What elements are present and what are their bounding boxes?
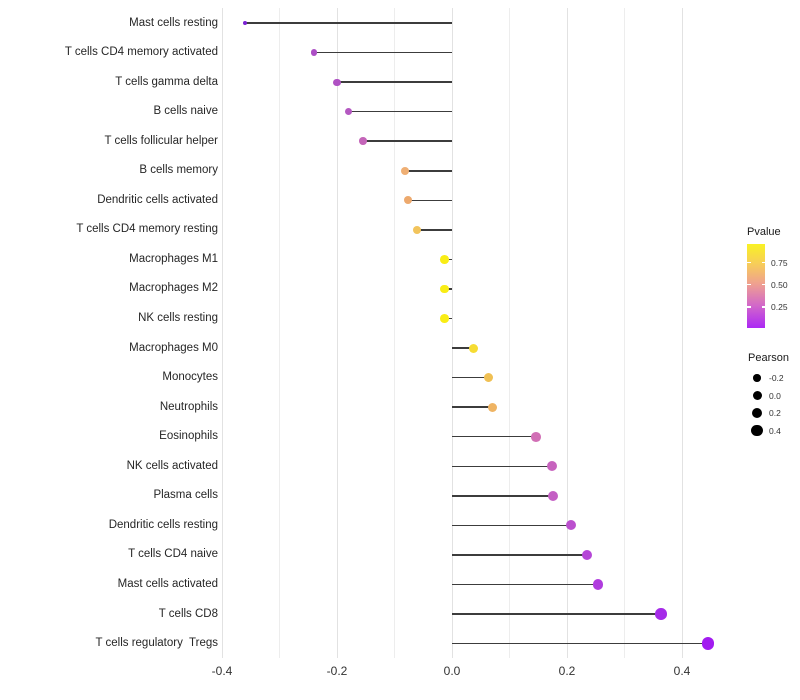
x-tick-label: -0.2 xyxy=(326,664,348,678)
data-point-dot xyxy=(581,549,593,561)
data-point-dot xyxy=(440,255,449,264)
category-label: B cells memory xyxy=(139,164,218,177)
category-label: Neutrophils xyxy=(159,400,218,413)
pvalue-legend-title: Pvalue xyxy=(747,226,781,238)
lollipop-stem xyxy=(452,406,493,408)
colorbar-tick xyxy=(761,261,765,264)
gridline-major xyxy=(336,8,338,658)
lollipop-stem xyxy=(452,583,599,586)
lollipop-stem xyxy=(407,199,452,202)
category-label: NK cells activated xyxy=(126,459,218,472)
data-point-dot xyxy=(488,402,498,412)
category-label: T cells CD8 xyxy=(158,607,218,620)
colorbar-tick xyxy=(747,261,751,264)
data-point-dot xyxy=(592,579,604,590)
data-point-dot xyxy=(243,21,247,25)
data-point-dot xyxy=(412,225,422,235)
lollipop-stem xyxy=(452,376,489,379)
data-point-dot xyxy=(547,461,558,472)
data-point-dot xyxy=(468,343,478,353)
category-label: Plasma cells xyxy=(153,489,218,502)
category-label: T cells CD4 naive xyxy=(128,548,218,561)
gridline-major xyxy=(681,8,683,658)
category-label: T cells CD4 memory resting xyxy=(76,223,218,236)
lollipop-stem xyxy=(362,140,452,142)
size-legend-label: 0.4 xyxy=(769,425,781,436)
lollipop-stem xyxy=(452,495,554,497)
lollipop-stem xyxy=(404,170,452,172)
lollipop-stem xyxy=(452,613,661,615)
category-label: Macrophages M0 xyxy=(129,341,218,354)
lollipop-stem xyxy=(337,81,452,83)
size-legend-label: 0.0 xyxy=(769,390,781,401)
category-label: Dendritic cells activated xyxy=(97,193,218,206)
lollipop-stem xyxy=(452,347,474,349)
data-point-dot xyxy=(333,78,341,86)
colorbar-tick xyxy=(761,283,765,286)
lollipop-stem xyxy=(452,465,553,467)
category-label: T cells follicular helper xyxy=(104,134,218,147)
data-point-dot xyxy=(403,196,412,205)
category-label: Mast cells activated xyxy=(117,577,218,590)
gridline-minor xyxy=(624,8,625,658)
x-tick-label: 0.0 xyxy=(443,664,461,678)
lollipop-stem xyxy=(348,110,452,113)
category-label: Macrophages M1 xyxy=(129,252,218,265)
lollipop-stem xyxy=(452,524,572,527)
lollipop-stem xyxy=(452,435,536,438)
x-tick-label: 0.2 xyxy=(558,664,576,678)
category-label: B cells naive xyxy=(153,105,218,118)
size-legend-dot xyxy=(751,407,763,419)
colorbar-tick xyxy=(747,306,751,308)
gridline-major xyxy=(566,8,568,658)
category-label: Dendritic cells resting xyxy=(108,518,218,531)
data-point-dot xyxy=(654,608,667,620)
size-legend-label: -0.2 xyxy=(769,373,784,383)
category-label: T cells CD4 memory activated xyxy=(64,46,218,59)
category-label: Mast cells resting xyxy=(129,16,218,29)
lollipop-stem xyxy=(452,554,588,556)
category-label: NK cells resting xyxy=(138,312,218,324)
size-legend-dot xyxy=(752,391,762,400)
data-point-dot xyxy=(440,314,449,323)
colorbar-tick-label: 0.75 xyxy=(771,257,788,268)
data-point-dot xyxy=(440,284,449,294)
data-point-dot xyxy=(483,373,493,383)
gridline-minor xyxy=(394,8,395,658)
lollipop-stem xyxy=(452,642,708,645)
category-label: T cells regulatory Tregs xyxy=(95,637,218,650)
colorbar-tick-label: 0.50 xyxy=(771,279,788,290)
gridline-minor xyxy=(279,8,280,658)
pvalue-colorbar xyxy=(747,244,765,328)
data-point-dot xyxy=(548,490,559,501)
data-point-dot xyxy=(400,166,409,175)
colorbar-tick-label: 0.25 xyxy=(771,301,788,312)
gridline-minor xyxy=(509,8,510,658)
data-point-dot xyxy=(359,137,367,145)
size-legend-dot xyxy=(753,374,761,382)
colorbar-tick xyxy=(761,306,765,308)
x-tick-label: 0.4 xyxy=(673,664,691,678)
size-legend-dot xyxy=(751,424,763,437)
category-label: Monocytes xyxy=(162,371,218,384)
pearson-legend-title: Pearson xyxy=(748,352,789,364)
data-point-dot xyxy=(701,637,715,650)
category-label: Eosinophils xyxy=(159,430,218,443)
size-legend-label: 0.2 xyxy=(769,408,781,418)
data-point-dot xyxy=(344,107,353,116)
lollipop-stem xyxy=(416,229,452,231)
gridline-major xyxy=(451,8,453,658)
x-tick-label: -0.4 xyxy=(211,664,233,678)
data-point-dot xyxy=(310,49,318,56)
lollipop-stem xyxy=(245,22,452,24)
data-point-dot xyxy=(531,431,541,442)
lollipop-stem xyxy=(314,51,452,54)
colorbar-tick xyxy=(747,283,751,286)
data-point-dot xyxy=(565,520,577,531)
gridline-major xyxy=(221,8,223,658)
category-label: T cells gamma delta xyxy=(115,75,218,88)
category-label: Macrophages M2 xyxy=(129,282,218,295)
